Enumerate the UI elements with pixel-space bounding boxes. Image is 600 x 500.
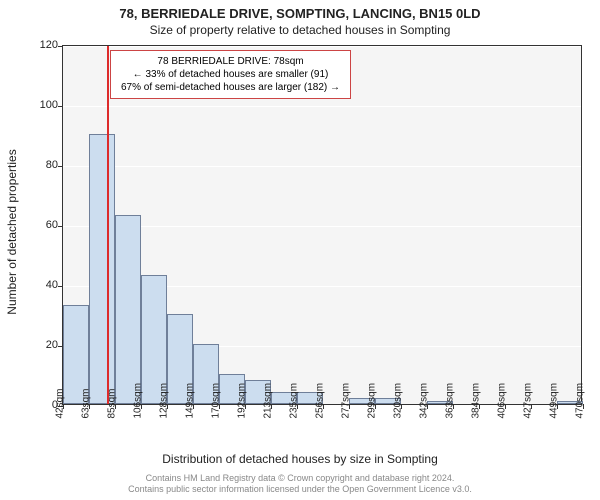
y-axis-label: Number of detached properties bbox=[5, 149, 19, 314]
y-tick-label: 120 bbox=[40, 39, 58, 51]
y-tick-label: 40 bbox=[46, 279, 58, 291]
gridline bbox=[63, 166, 581, 167]
y-tick-label: 100 bbox=[40, 99, 58, 111]
x-axis-label: Distribution of detached houses by size … bbox=[0, 452, 600, 466]
chart-title-line1: 78, BERRIEDALE DRIVE, SOMPTING, LANCING,… bbox=[0, 6, 600, 21]
property-size-histogram: 78, BERRIEDALE DRIVE, SOMPTING, LANCING,… bbox=[0, 0, 600, 500]
y-tick-mark bbox=[58, 166, 63, 167]
plot-area bbox=[62, 45, 582, 405]
footer-line2: Contains public sector information licen… bbox=[0, 484, 600, 496]
attribution-footer: Contains HM Land Registry data © Crown c… bbox=[0, 473, 600, 496]
y-tick-mark bbox=[58, 286, 63, 287]
callout-line3: 67% of semi-detached houses are larger (… bbox=[121, 81, 340, 94]
y-tick-label: 20 bbox=[46, 339, 58, 351]
chart-title-line2: Size of property relative to detached ho… bbox=[0, 23, 600, 37]
histogram-bar bbox=[89, 134, 116, 404]
histogram-bar bbox=[115, 215, 141, 404]
gridline bbox=[63, 106, 581, 107]
y-tick-mark bbox=[58, 46, 63, 47]
gridline bbox=[63, 46, 581, 47]
callout-box: 78 BERRIEDALE DRIVE: 78sqm ← 33% of deta… bbox=[110, 50, 351, 99]
callout-line1: 78 BERRIEDALE DRIVE: 78sqm bbox=[121, 55, 340, 68]
callout-line2: ← 33% of detached houses are smaller (91… bbox=[121, 68, 340, 81]
footer-line1: Contains HM Land Registry data © Crown c… bbox=[0, 473, 600, 485]
y-tick-mark bbox=[58, 226, 63, 227]
y-tick-label: 60 bbox=[46, 219, 58, 231]
y-tick-label: 80 bbox=[46, 159, 58, 171]
property-marker-line bbox=[107, 46, 109, 404]
y-tick-mark bbox=[58, 106, 63, 107]
